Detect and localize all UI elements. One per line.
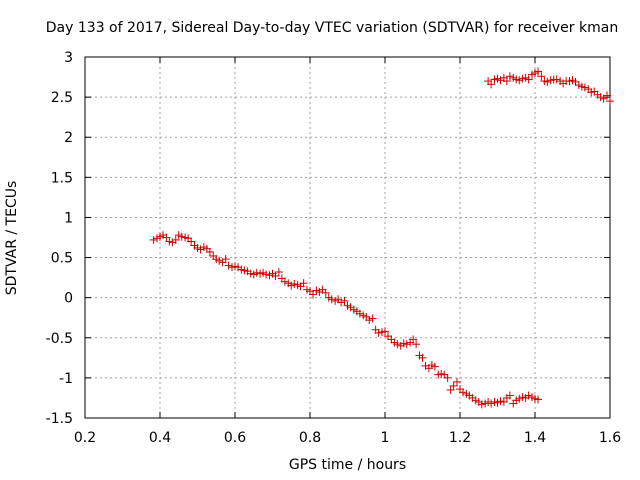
data-point [318,285,327,294]
data-point [453,377,461,386]
y-tick-label: -0.5 [46,331,73,347]
data-point [440,370,449,379]
y-tick-label: -1.5 [46,411,73,427]
data-point [534,67,542,76]
x-tick-label: 1.2 [449,430,471,446]
data-point [187,237,196,246]
data-points [149,67,614,409]
data-point [205,247,214,256]
x-tick-label: 0.2 [74,430,96,446]
data-point [384,332,392,341]
y-tick-labels: -1.5 -1 -0.5 0 0.5 1 1.5 2 2.5 3 [46,50,73,427]
data-point [534,395,542,404]
data-point [599,94,608,103]
chart-title: Day 133 of 2017, Sidereal Day-to-day VTE… [45,20,619,36]
data-point [215,256,224,265]
data-point [321,288,330,297]
data-point [524,391,533,400]
data-point [262,270,271,279]
y-tick-label: 2 [64,130,73,146]
data-point [499,397,508,406]
data-point [368,314,377,323]
data-point [337,298,346,307]
y-tick-label: 0.5 [51,251,73,267]
data-point [162,233,171,242]
x-tick-label: 0.8 [299,430,321,446]
x-tick-label: 1.6 [599,430,621,446]
y-tick-label: 1 [64,210,73,226]
data-point [355,309,364,318]
y-axis-label: SDTVAR / TECUs [4,180,20,296]
data-point [418,353,427,362]
plot-frame [84,56,611,419]
data-point [515,394,524,403]
x-tick-label: 1.4 [524,430,546,446]
y-tick-label: -1 [59,371,73,387]
data-point [381,327,389,336]
data-point [487,80,496,89]
data-point [299,279,308,288]
y-tick-label: 1.5 [51,170,73,186]
data-point [603,91,611,100]
data-point [505,72,514,81]
data-point [412,340,421,349]
data-point [340,296,349,305]
data-point [271,272,280,281]
data-point [443,373,452,382]
data-point [402,340,411,349]
data-point [552,75,561,84]
data-point [505,391,514,400]
data-point [524,75,533,84]
data-point [515,76,524,85]
data-point [606,97,614,106]
data-point [571,77,580,86]
data-point [274,267,283,276]
data-point [543,77,552,86]
data-point [430,362,439,371]
data-point [496,397,505,406]
data-point [171,235,180,244]
data-point [502,77,511,86]
data-point [177,232,186,241]
y-tick-label: 3 [64,50,73,66]
data-point [459,388,467,397]
data-point [393,340,402,349]
data-point [221,255,230,264]
data-point [487,399,496,408]
data-point [365,316,374,325]
data-point [374,328,383,337]
data-point [580,83,589,92]
data-point [290,280,299,289]
x-axis-label: GPS time / hours [288,457,407,473]
data-point [477,400,486,409]
y-tick-label: 2.5 [51,90,73,106]
x-tick-labels: 0.2 0.4 0.6 0.8 1 1.2 1.4 1.6 [74,430,621,446]
data-point [409,335,418,344]
y-tick-label: 0 [64,291,73,307]
data-point [590,87,599,96]
x-tick-label: 0.6 [224,430,246,446]
data-point [449,381,458,390]
data-point [309,290,317,299]
data-point [149,235,158,244]
data-point [537,72,546,81]
data-point [280,277,289,286]
x-tick-label: 1 [381,430,390,446]
data-point [446,385,455,394]
axis-ticks [84,56,611,419]
data-point [224,261,233,270]
x-tick-label: 0.4 [149,430,171,446]
